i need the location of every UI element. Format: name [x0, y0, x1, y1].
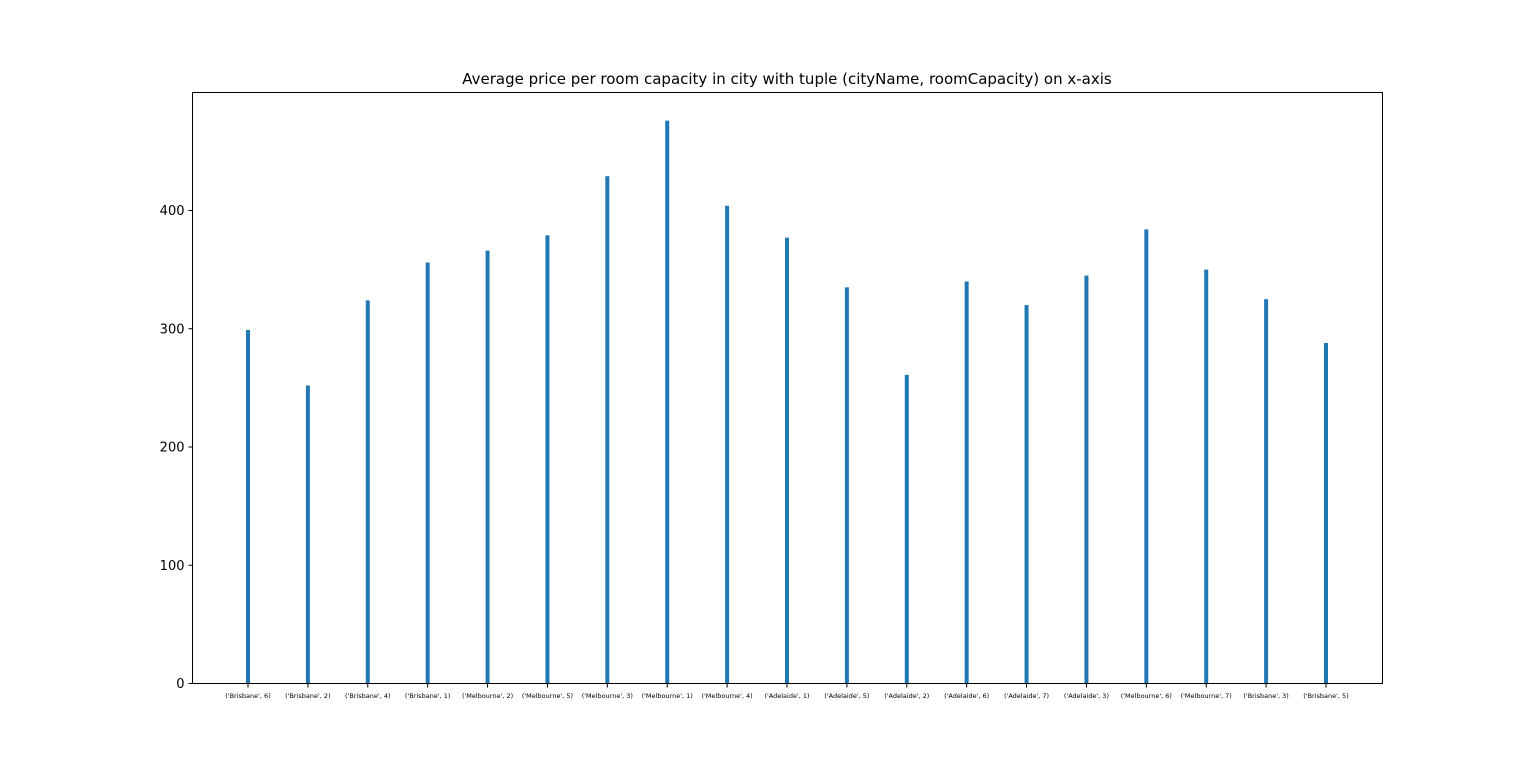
chart-title: Average price per room capacity in city …	[462, 70, 1112, 88]
bar	[904, 374, 909, 684]
x-tick-label: ('Brisbane', 5)	[1303, 692, 1348, 700]
x-axis: ('Brisbane', 6) ('Brisbane', 2) ('Brisbane…	[225, 683, 1349, 700]
x-tick-label: ('Melbourne', 4)	[701, 692, 752, 700]
y-tick-label: 400	[160, 204, 185, 219]
x-tick-label: ('Brisbane', 2)	[285, 692, 330, 700]
bar	[305, 385, 310, 684]
bar	[725, 205, 730, 684]
y-tick-label: 300	[160, 322, 185, 337]
bar	[485, 250, 490, 684]
bar	[605, 176, 610, 684]
x-tick-label: ('Brisbane', 6)	[225, 692, 270, 700]
x-tick-label: ('Brisbane', 1)	[405, 692, 450, 700]
y-tick-label: 200	[160, 441, 185, 456]
bar	[665, 120, 670, 684]
x-tick-label: ('Adelaide', 6)	[944, 692, 989, 700]
x-tick-label: ('Adelaide', 3)	[1064, 692, 1109, 700]
y-tick-label: 0	[176, 677, 184, 692]
x-tick-label: ('Melbourne', 6)	[1121, 692, 1172, 700]
x-tick-label: ('Melbourne', 2)	[462, 692, 513, 700]
bar	[365, 300, 370, 684]
bar	[1144, 229, 1149, 684]
x-tick-label: ('Melbourne', 3)	[582, 692, 633, 700]
x-tick-label: ('Melbourne', 1)	[642, 692, 693, 700]
bar	[785, 237, 789, 684]
x-tick-label: ('Adelaide', 7)	[1004, 692, 1049, 700]
bar	[1084, 275, 1089, 684]
x-tick-label: ('Brisbane', 3)	[1243, 692, 1288, 700]
bar	[425, 262, 430, 684]
bar	[545, 235, 550, 684]
x-tick-label: ('Brisbane', 4)	[345, 692, 390, 700]
x-tick-label: ('Melbourne', 7)	[1181, 692, 1232, 700]
x-tick-label: ('Melbourne', 5)	[522, 692, 573, 700]
bar	[964, 281, 969, 684]
x-tick-label: ('Adelaide', 2)	[884, 692, 929, 700]
bar	[844, 287, 849, 684]
bar	[1324, 342, 1328, 684]
x-tick-label: ('Adelaide', 5)	[824, 692, 869, 700]
x-tick-label: ('Adelaide', 1)	[764, 692, 809, 700]
bar	[246, 329, 250, 684]
bars-layer	[246, 120, 1328, 684]
y-tick-label: 100	[160, 559, 185, 574]
y-axis: 0 100 200 300 400	[160, 204, 193, 692]
bar	[1024, 305, 1029, 684]
bar	[1204, 269, 1209, 684]
bar	[1264, 299, 1269, 684]
